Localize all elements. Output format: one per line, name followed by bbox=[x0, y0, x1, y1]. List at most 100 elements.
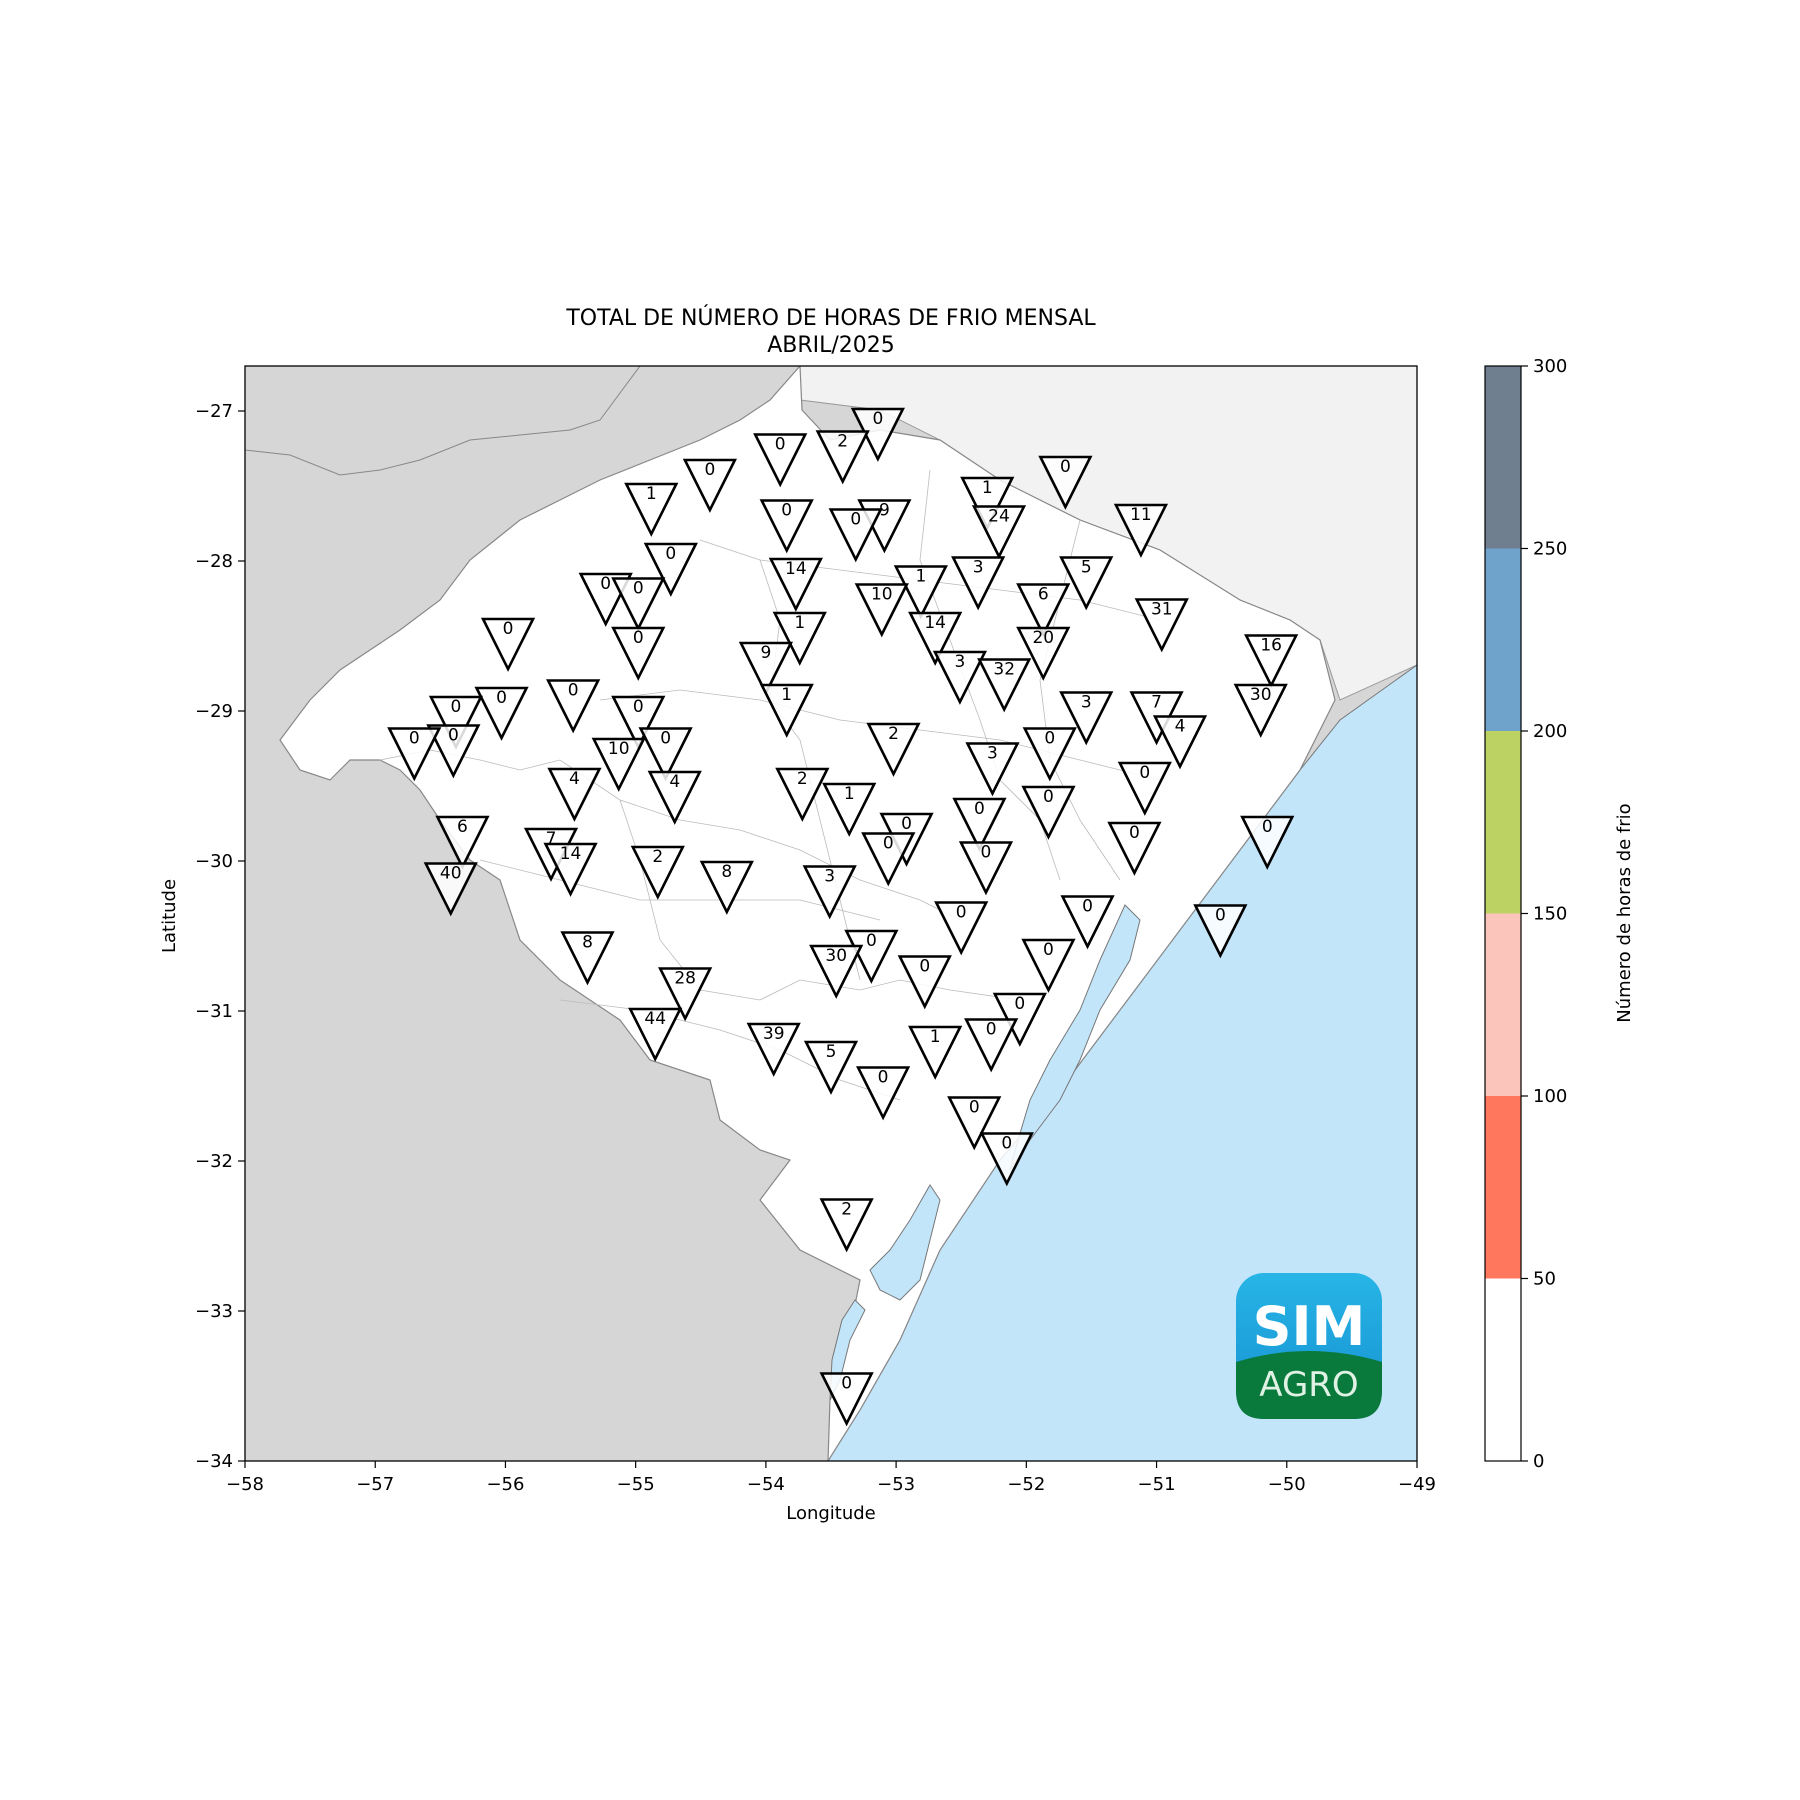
station-value-label: 0 bbox=[850, 510, 861, 530]
station-triangle bbox=[951, 556, 1006, 611]
station-marker: 3 bbox=[951, 556, 1006, 611]
station-marker: 3 bbox=[802, 865, 857, 920]
station-marker: 0 bbox=[964, 1018, 1019, 1073]
station-marker: 0 bbox=[1021, 938, 1076, 993]
station-marker: 0 bbox=[1022, 727, 1077, 782]
station-marker: 24 bbox=[971, 505, 1027, 560]
station-triangle bbox=[1244, 634, 1299, 689]
logo-text-agro: AGRO bbox=[1259, 1365, 1358, 1405]
station-marker: 2 bbox=[866, 722, 921, 777]
x-tick-label: −58 bbox=[226, 1474, 264, 1495]
station-marker: 44 bbox=[628, 1007, 683, 1062]
y-tick-label: −32 bbox=[195, 1151, 233, 1172]
station-triangle bbox=[547, 767, 602, 822]
station-triangle bbox=[1117, 761, 1172, 816]
station-value-label: 0 bbox=[901, 814, 912, 834]
station-marker: 6 bbox=[435, 815, 490, 870]
station-marker: 2 bbox=[630, 845, 685, 900]
station-value-label: 30 bbox=[825, 946, 847, 966]
station-value-label: 0 bbox=[969, 1098, 980, 1118]
station-triangle bbox=[964, 1018, 1019, 1073]
station-triangle bbox=[1021, 785, 1076, 840]
station-value-label: 9 bbox=[760, 643, 771, 663]
station-marker: 31 bbox=[1134, 598, 1189, 653]
station-triangle bbox=[699, 860, 754, 915]
station-triangle bbox=[591, 737, 646, 792]
station-value-label: 6 bbox=[457, 817, 468, 837]
station-marker: 0 bbox=[952, 797, 1007, 852]
station-triangle bbox=[387, 727, 442, 782]
colorbar-tick-label: 200 bbox=[1533, 721, 1567, 742]
y-axis: −27 −28 −29 −30 −31 −32 −33 −34 bbox=[195, 401, 245, 1472]
station-marker: 8 bbox=[699, 860, 754, 915]
station-value-label: 0 bbox=[1001, 1134, 1012, 1154]
station-triangle bbox=[426, 724, 481, 779]
station-value-label: 0 bbox=[872, 409, 883, 429]
station-value-label: 1 bbox=[982, 478, 993, 498]
x-tick-label: −54 bbox=[747, 1474, 785, 1495]
station-value-label: 14 bbox=[560, 844, 582, 864]
station-value-label: 31 bbox=[1151, 600, 1173, 620]
station-triangle bbox=[611, 695, 666, 750]
station-marker: 30 bbox=[1233, 683, 1288, 738]
station-triangle bbox=[809, 944, 864, 999]
station-value-label: 0 bbox=[1139, 763, 1150, 783]
station-triangle bbox=[638, 727, 693, 782]
station-value-label: 0 bbox=[633, 579, 644, 599]
y-tick-label: −30 bbox=[195, 851, 233, 872]
station-triangle bbox=[861, 832, 916, 887]
station-value-label: 0 bbox=[409, 729, 420, 749]
station-marker: 0 bbox=[546, 679, 601, 734]
x-tick-label: −49 bbox=[1398, 1474, 1436, 1495]
station-marker: 4 bbox=[1152, 715, 1208, 770]
station-triangle bbox=[977, 658, 1032, 713]
plot-frame bbox=[244, 365, 1418, 1462]
station-triangle bbox=[543, 842, 598, 897]
x-tick-label: −50 bbox=[1268, 1474, 1306, 1495]
station-value-label: 0 bbox=[704, 460, 715, 480]
station-marker: 14 bbox=[543, 842, 598, 897]
colorbar-label: Número de horas de frio bbox=[1614, 803, 1635, 1022]
y-tick-label: −33 bbox=[195, 1301, 233, 1322]
station-triangle bbox=[759, 499, 814, 554]
station-value-label: 24 bbox=[988, 507, 1010, 527]
colorbar-bin bbox=[1485, 913, 1521, 1096]
colorbar-bin bbox=[1485, 548, 1521, 731]
station-marker: 20 bbox=[1016, 626, 1071, 681]
station-marker: 0 bbox=[638, 727, 693, 782]
station-marker: 0 bbox=[855, 1066, 911, 1121]
station-triangle bbox=[772, 611, 827, 666]
station-triangle bbox=[1021, 938, 1076, 993]
station-triangle bbox=[979, 1132, 1034, 1187]
station-marker: 2 bbox=[819, 1198, 874, 1253]
station-value-label: 0 bbox=[633, 628, 644, 648]
station-value-label: 0 bbox=[866, 931, 877, 951]
station-marker: 1 bbox=[908, 1025, 963, 1080]
station-marker: 14 bbox=[908, 611, 963, 666]
station-value-label: 2 bbox=[652, 847, 663, 867]
x-tick-label: −51 bbox=[1138, 1474, 1176, 1495]
station-triangle bbox=[1113, 503, 1169, 558]
station-value-label: 3 bbox=[955, 652, 966, 672]
station-triangle bbox=[947, 1096, 1002, 1151]
station-triangle bbox=[624, 482, 679, 537]
colorbar-bin bbox=[1485, 366, 1521, 549]
station-marker: 0 bbox=[844, 929, 899, 984]
colorbar-tick-label: 300 bbox=[1533, 356, 1567, 377]
station-triangle bbox=[908, 611, 963, 666]
station-triangle bbox=[759, 683, 814, 738]
station-triangle bbox=[1060, 895, 1115, 950]
station-value-label: 4 bbox=[669, 772, 680, 792]
station-triangle bbox=[893, 565, 948, 620]
station-triangle bbox=[546, 679, 601, 734]
station-value-label: 9 bbox=[879, 501, 890, 521]
station-value-label: 1 bbox=[844, 784, 855, 804]
station-marker: 0 bbox=[897, 955, 952, 1010]
station-value-label: 2 bbox=[888, 724, 899, 744]
river-uruguay bbox=[245, 366, 641, 476]
station-marker: 0 bbox=[480, 617, 536, 672]
station-value-label: 0 bbox=[503, 619, 514, 639]
station-value-label: 20 bbox=[1032, 628, 1054, 648]
station-marker: 4 bbox=[547, 767, 602, 822]
